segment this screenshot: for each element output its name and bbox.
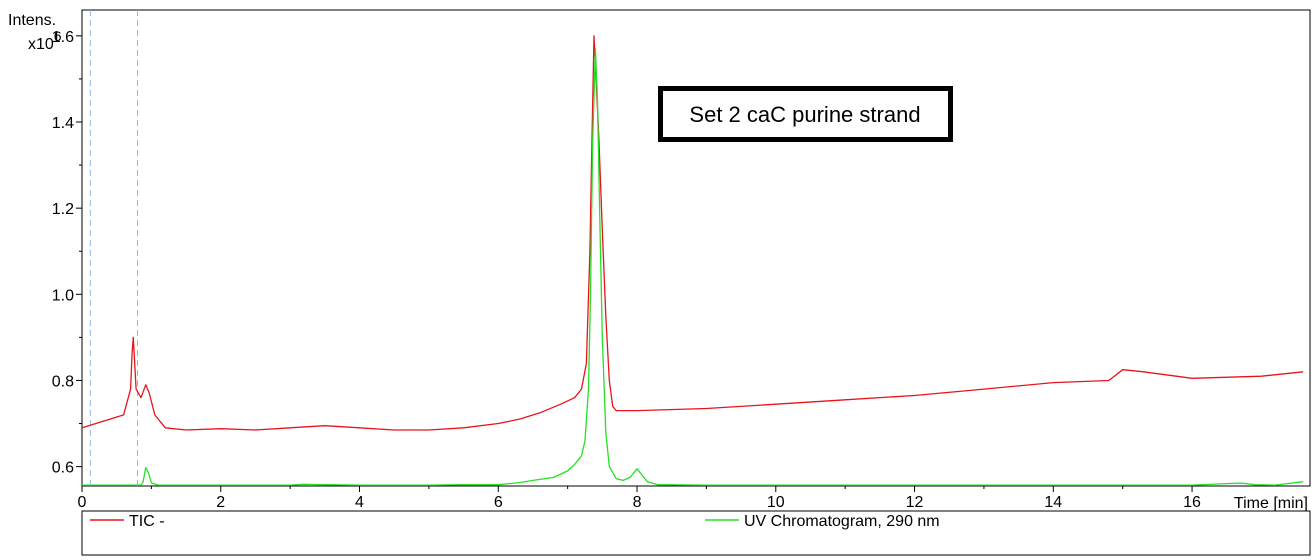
x-tick-label: 14 [1044,494,1062,511]
y-axis: Intens. x106 0.6 0.8 1.0 1.2 1.4 1.6 [8,12,82,477]
x-tick-label: 8 [633,494,642,511]
y-tick-label: 1.4 [52,115,74,132]
annotation-inner [663,91,948,137]
x-tick-label: 16 [1183,494,1201,511]
y-tick-label: 1.6 [52,29,74,46]
x-tick-label: 0 [78,494,87,511]
x-axis-title: Time [min] [1234,495,1308,512]
marker-lines [89,10,139,486]
series-line-1 [82,48,1304,486]
x-tick-label: 12 [906,494,924,511]
y-tick-label: 1.0 [52,287,74,304]
y-axis-multiplier-base: x10 [28,36,54,53]
y-tick-label: 0.8 [52,373,74,390]
legend-label-0: TIC - [129,513,165,530]
annotation-text: Set 2 caC purine strand [689,102,920,127]
legend: TIC - UV Chromatogram, 290 nm [81,510,1311,556]
y-tick-label: 0.6 [52,460,74,477]
plot-frame [81,9,1311,487]
x-tick-label: 10 [767,494,785,511]
series-layer [81,35,1304,486]
x-axis: Time [min] 0 2 4 6 8 10 12 14 16 [78,486,1308,512]
y-axis-multiplier: x106 [28,28,62,53]
plot-area: Set 2 caC purine strand [81,9,1311,487]
x-tick-label: 2 [216,494,225,511]
annotation-box: Set 2 caC purine strand [658,86,953,142]
x-tick-label: 6 [494,494,503,511]
y-axis-multiplier-exponent: 6 [54,28,62,44]
series-line-0 [81,35,1304,431]
legend-frame [81,510,1311,556]
y-tick-label: 1.2 [52,201,74,218]
legend-label-1: UV Chromatogram, 290 nm [744,513,940,530]
x-tick-label: 4 [355,494,364,511]
y-axis-title: Intens. [8,12,56,29]
